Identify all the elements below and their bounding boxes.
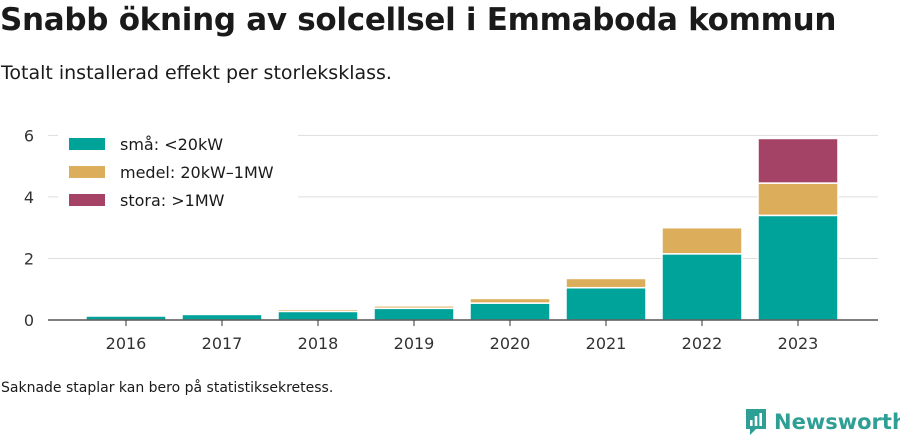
x-tick-label: 2021 <box>586 334 627 353</box>
footnote: Saknade staplar kan bero på statistiksek… <box>1 380 334 396</box>
bar-segment <box>661 226 743 255</box>
legend-label: stora: >1MW <box>120 191 225 210</box>
x-tick-label: 2022 <box>682 334 723 353</box>
legend-label: små: <20kW <box>120 135 223 154</box>
x-tick-label: 2020 <box>490 334 531 353</box>
chart-subtitle: Totalt installerad effekt per storlekskl… <box>1 62 392 84</box>
x-tick-label: 2018 <box>298 334 339 353</box>
bar-segment <box>277 308 359 313</box>
legend-swatch <box>69 194 105 206</box>
bar-segment <box>469 297 551 304</box>
legend-label: medel: 20kW–1MW <box>120 163 274 182</box>
stacked-bar-chart: 0 2 4 6 2016 2017 2018 2019 2020 2021 2022 2023 sm… <box>24 126 878 353</box>
x-tick-label: 2023 <box>778 334 819 353</box>
y-tick-label: 4 <box>24 188 34 207</box>
bar-segment <box>757 214 839 321</box>
y-axis-ticks: 0 2 4 6 <box>24 126 34 330</box>
brand: Newsworthy <box>744 406 900 438</box>
brand-name: Newsworthy <box>774 410 900 434</box>
legend-swatch <box>69 138 105 150</box>
x-tick-label: 2016 <box>106 334 147 353</box>
bar-segment <box>277 310 359 321</box>
chart-title: Snabb ökning av solcellsel i Emmaboda ko… <box>0 2 837 38</box>
bar-segment <box>181 313 263 321</box>
legend: små: <20kW medel: 20kW–1MW stora: >1MW <box>58 128 298 212</box>
bar-segment <box>469 302 551 321</box>
bar-segment <box>757 137 839 184</box>
x-tick-label: 2019 <box>394 334 435 353</box>
legend-swatch <box>69 166 105 178</box>
bar-segment <box>661 253 743 321</box>
bar-segment <box>373 307 455 321</box>
y-tick-label: 2 <box>24 249 34 268</box>
bar-segment <box>373 305 455 310</box>
newsworthy-logo-icon <box>746 409 766 435</box>
bar-segment <box>757 182 839 217</box>
bar-segment <box>565 286 647 321</box>
x-tick-label: 2017 <box>202 334 243 353</box>
bar-segment <box>565 277 647 289</box>
y-tick-label: 6 <box>24 126 34 145</box>
bars <box>85 137 839 321</box>
y-tick-label: 0 <box>24 311 34 330</box>
x-axis-ticks: 2016 2017 2018 2019 2020 2021 2022 2023 <box>106 320 819 353</box>
